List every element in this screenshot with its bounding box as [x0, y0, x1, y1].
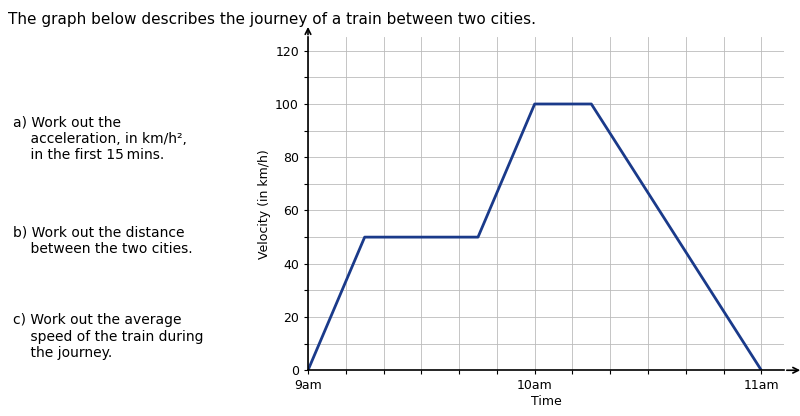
X-axis label: Time: Time	[530, 395, 562, 408]
Text: c) Work out the average
    speed of the train during
    the journey.: c) Work out the average speed of the tra…	[14, 314, 204, 360]
Text: a) Work out the
    acceleration, in km/h²,
    in the first 15 mins.: a) Work out the acceleration, in km/h², …	[14, 116, 187, 162]
Text: The graph below describes the journey of a train between two cities.: The graph below describes the journey of…	[8, 12, 536, 27]
Text: b) Work out the distance
    between the two cities.: b) Work out the distance between the two…	[14, 225, 193, 256]
Y-axis label: Velocity (in km/h): Velocity (in km/h)	[258, 149, 271, 259]
